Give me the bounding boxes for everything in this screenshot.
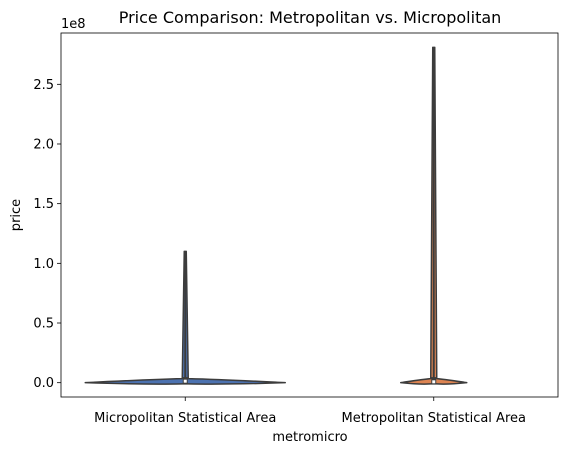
y-axis: 0.0 0.5 1.0 1.5 2.0 2.5 xyxy=(33,78,61,391)
x-axis: Micropolitan Statistical Area Metropolita… xyxy=(94,397,526,426)
y-axis-label: price xyxy=(9,199,24,231)
y-tick-label: 2.0 xyxy=(33,137,54,152)
plot-frame xyxy=(60,32,559,398)
y-tick-label: 2.5 xyxy=(33,78,54,93)
violins-group xyxy=(84,46,468,385)
y-offset-label: 1e8 xyxy=(61,17,86,32)
y-tick-label: 0.5 xyxy=(33,317,54,332)
y-tick-label: 1.0 xyxy=(33,257,54,272)
violin-median xyxy=(183,379,188,384)
chart-title: Price Comparison: Metropolitan vs. Micro… xyxy=(119,8,502,27)
y-tick-label: 0.0 xyxy=(33,376,54,391)
violin-median xyxy=(431,379,436,384)
y-tick-label: 1.5 xyxy=(33,197,54,212)
x-tick-label: Micropolitan Statistical Area xyxy=(94,411,276,426)
x-axis-label: metromicro xyxy=(272,430,347,445)
x-tick-label: Metropolitan Statistical Area xyxy=(342,411,526,426)
